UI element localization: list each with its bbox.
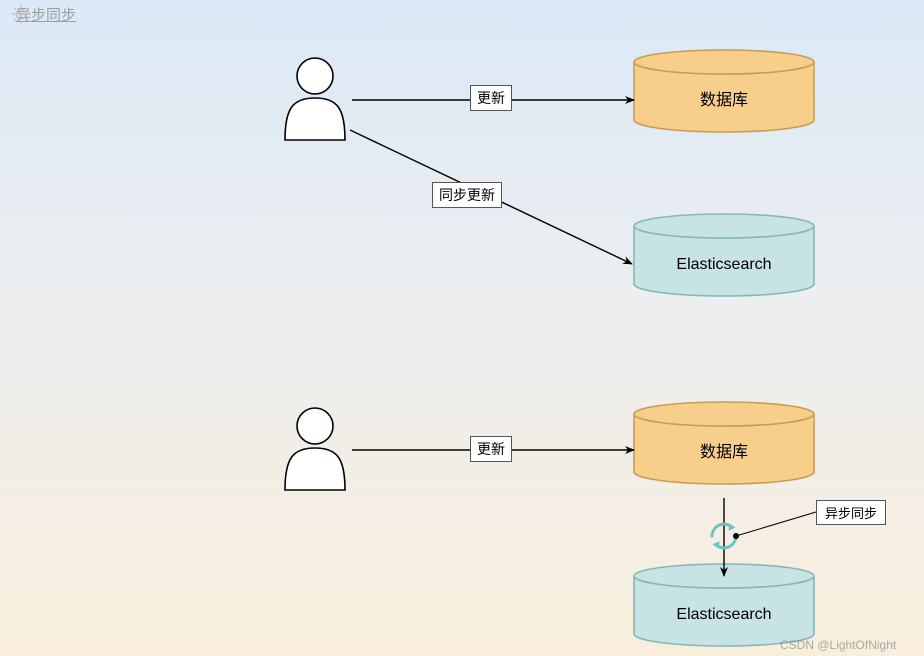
cylinder-db1: 数据库 (634, 50, 814, 132)
cylinder-es2: Elasticsearch (634, 564, 814, 646)
diagram-canvas: 数据库 Elasticsearch 数据库 Elasticsearch 异步同步 CS… (0, 0, 924, 656)
cylinder-es1: Elasticsearch (634, 214, 814, 296)
watermark: CSDN @LightOfNight (780, 638, 896, 652)
cylinder-db2: 数据库 (634, 402, 814, 484)
svg-text:数据库: 数据库 (700, 91, 748, 109)
title-link[interactable]: 异步同步 (10, 4, 76, 25)
svg-text:Elasticsearch: Elasticsearch (676, 256, 771, 273)
svg-layer: 数据库 Elasticsearch 数据库 Elasticsearch (0, 0, 924, 656)
async-sync-box: 异步同步 (816, 500, 886, 525)
svg-text:数据库: 数据库 (700, 443, 748, 461)
edge-label-a3: 更新 (470, 436, 512, 462)
async-connector-dot (733, 533, 739, 539)
edge-label-a1: 更新 (470, 85, 512, 111)
edge-label-a2: 同步更新 (432, 182, 502, 208)
svg-text:Elasticsearch: Elasticsearch (676, 606, 771, 623)
